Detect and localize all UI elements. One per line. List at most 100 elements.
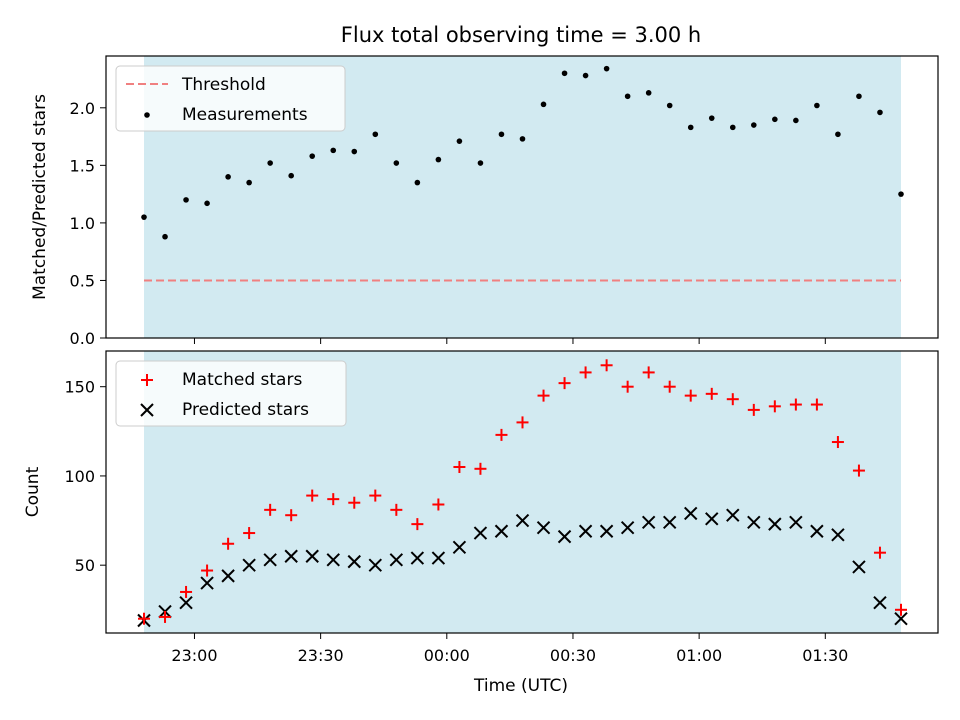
measurement-point <box>225 174 231 180</box>
bottom-plot-frame <box>105 350 939 634</box>
predicted-stars-point <box>242 558 256 572</box>
predicted-stars-point <box>389 553 404 567</box>
matched-stars-point <box>726 393 739 406</box>
measurement-point <box>519 136 526 142</box>
predicted-stars-point <box>831 528 845 542</box>
matched-stars-point <box>579 366 592 379</box>
measurement-point <box>540 101 547 108</box>
matched-stars-point <box>852 464 865 477</box>
matched-stars-point <box>264 503 277 516</box>
predicted-stars-point <box>473 526 488 540</box>
legend-predicted-swatch <box>140 403 154 417</box>
matched-stars-point <box>621 380 634 393</box>
predicted-stars-point <box>726 508 740 522</box>
matched-stars-point <box>159 610 172 623</box>
matched-stars-point <box>222 537 235 550</box>
matched-stars-point <box>390 503 403 516</box>
predicted-stars-point <box>620 520 635 535</box>
predicted-stars-point <box>494 524 509 538</box>
bottom-legend: Matched stars Predicted stars <box>115 360 347 427</box>
top-y-tick-label: 1.5 <box>70 156 95 175</box>
measurement-point <box>372 131 379 138</box>
measurement-point <box>351 148 358 155</box>
measurement-point <box>856 93 862 100</box>
legend-predicted-marker <box>140 403 154 417</box>
predicted-stars-point <box>768 517 782 531</box>
predicted-stars-point <box>684 506 698 521</box>
predicted-stars-point <box>200 576 214 590</box>
predicted-stars-point <box>873 595 887 610</box>
matched-stars-point <box>201 564 214 577</box>
legend-threshold-label: Threshold <box>181 75 266 95</box>
matched-stars-point <box>537 389 550 402</box>
measurement-point <box>645 90 652 96</box>
measurement-point <box>687 124 694 131</box>
x-tick-label: 00:00 <box>424 646 470 665</box>
predicted-stars-point <box>641 515 656 530</box>
matched-stars-point <box>411 518 424 531</box>
bottom-y-tick-label: 100 <box>64 467 95 486</box>
measurement-point <box>708 115 715 121</box>
matched-stars-point <box>600 359 613 372</box>
top-plot-frame <box>105 55 939 339</box>
predicted-stars-point <box>347 554 361 569</box>
x-tick-label: 00:30 <box>550 646 596 665</box>
predicted-stars-point <box>810 524 824 538</box>
predicted-stars-point <box>221 569 235 583</box>
matched-stars-point <box>327 493 340 506</box>
bottom-legend-box <box>115 360 347 427</box>
predicted-stars-point <box>852 560 866 574</box>
top-y-tick-label: 1.0 <box>70 214 95 233</box>
matched-stars-point <box>768 400 781 413</box>
star-counts-layer <box>137 359 908 628</box>
top-panel: 0.00.51.01.52.0 Matched/Predicted stars … <box>30 55 939 348</box>
matched-stars-point <box>474 462 487 475</box>
measurement-point <box>414 179 421 186</box>
matched-stars-point <box>243 527 256 540</box>
measurement-point <box>772 116 778 123</box>
legend-matched-swatch <box>141 374 153 386</box>
matched-stars-point <box>831 436 844 449</box>
matched-stars-point <box>516 416 529 429</box>
bottom-y-tick-label: 150 <box>64 378 95 397</box>
x-axis-label: Time (UTC) <box>473 676 568 696</box>
bottom-y-axis-label: Count <box>23 466 43 517</box>
predicted-stars-point <box>557 529 572 544</box>
legend-predicted-label: Predicted stars <box>182 400 309 420</box>
matched-stars-point <box>558 377 571 390</box>
measurement-point <box>898 191 904 197</box>
measurement-point <box>456 138 463 144</box>
top-y-tick-label: 0.5 <box>70 271 95 290</box>
measurement-point <box>498 131 505 138</box>
matched-stars-point <box>810 398 823 411</box>
measurement-point <box>835 131 841 138</box>
predicted-stars-point <box>326 553 340 567</box>
matched-stars-point <box>705 387 718 400</box>
matched-stars-point <box>747 403 760 416</box>
predicted-stars-point <box>263 553 277 567</box>
measurement-point <box>814 102 820 109</box>
predicted-stars-point <box>452 540 467 555</box>
measurement-point <box>141 214 147 220</box>
top-y-axis-label: Matched/Predicted stars <box>30 94 50 300</box>
predicted-stars-point <box>179 595 193 610</box>
measurement-point <box>204 200 210 207</box>
bottom-y-axis: 50 100 150 <box>64 378 106 575</box>
measurement-point <box>267 160 273 166</box>
predicted-stars-point <box>662 515 677 530</box>
measurement-point <box>288 172 294 179</box>
legend-measurements-label: Measurements <box>182 105 308 125</box>
top-x-axis-ticks <box>193 338 826 344</box>
measurement-point <box>582 72 589 79</box>
matched-stars-point <box>369 489 382 502</box>
predicted-stars-point <box>578 524 593 538</box>
matched-stars-point <box>789 398 802 411</box>
chart-title: Flux total observing time = 3.00 h <box>341 23 701 47</box>
matched-stars-point <box>285 509 298 522</box>
matched-stars-point <box>663 380 676 393</box>
matched-stars-point <box>684 389 697 402</box>
x-tick-label: 01:30 <box>802 646 848 665</box>
measurement-point <box>162 233 168 240</box>
x-tick-label: 01:00 <box>676 646 722 665</box>
predicted-stars-point <box>431 551 446 565</box>
